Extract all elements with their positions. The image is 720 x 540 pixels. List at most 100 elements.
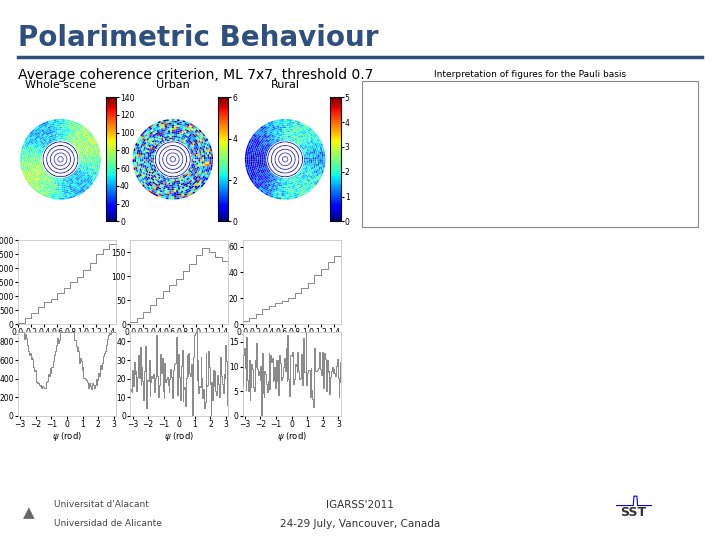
- Polygon shape: [191, 158, 193, 159]
- Polygon shape: [157, 140, 159, 143]
- Polygon shape: [90, 173, 92, 176]
- Polygon shape: [136, 157, 138, 159]
- Polygon shape: [58, 179, 60, 181]
- Polygon shape: [184, 193, 187, 196]
- Polygon shape: [190, 174, 192, 177]
- Polygon shape: [52, 150, 54, 151]
- Polygon shape: [42, 161, 45, 163]
- Polygon shape: [316, 168, 318, 171]
- Polygon shape: [191, 167, 193, 170]
- Polygon shape: [271, 151, 273, 152]
- Polygon shape: [136, 146, 138, 149]
- Polygon shape: [279, 169, 281, 171]
- Polygon shape: [148, 164, 150, 166]
- Polygon shape: [153, 174, 156, 177]
- Polygon shape: [71, 154, 73, 156]
- Polygon shape: [189, 156, 191, 157]
- Polygon shape: [150, 191, 153, 194]
- Polygon shape: [69, 157, 71, 158]
- Polygon shape: [296, 137, 298, 139]
- Polygon shape: [292, 150, 294, 152]
- Polygon shape: [93, 152, 95, 154]
- Polygon shape: [87, 142, 89, 145]
- Polygon shape: [44, 157, 46, 158]
- Polygon shape: [140, 137, 143, 140]
- Polygon shape: [209, 170, 212, 173]
- Polygon shape: [318, 164, 320, 166]
- Polygon shape: [36, 142, 38, 145]
- Polygon shape: [308, 163, 310, 165]
- Polygon shape: [205, 178, 208, 180]
- Polygon shape: [136, 170, 138, 172]
- Polygon shape: [292, 178, 293, 180]
- Polygon shape: [59, 159, 60, 160]
- Polygon shape: [45, 189, 48, 192]
- Polygon shape: [294, 155, 295, 156]
- Polygon shape: [34, 178, 37, 180]
- Polygon shape: [53, 129, 55, 131]
- Polygon shape: [89, 175, 91, 178]
- Polygon shape: [32, 171, 35, 174]
- Polygon shape: [53, 172, 55, 174]
- Polygon shape: [264, 185, 266, 188]
- Polygon shape: [155, 171, 157, 173]
- Polygon shape: [264, 148, 266, 150]
- Polygon shape: [71, 146, 73, 148]
- Polygon shape: [193, 132, 196, 134]
- Polygon shape: [160, 180, 162, 182]
- Polygon shape: [279, 169, 280, 171]
- Polygon shape: [272, 152, 274, 154]
- Polygon shape: [286, 156, 287, 158]
- Polygon shape: [297, 151, 300, 152]
- Polygon shape: [50, 149, 51, 151]
- Polygon shape: [144, 165, 146, 167]
- Polygon shape: [28, 150, 30, 153]
- Polygon shape: [56, 153, 58, 155]
- Polygon shape: [278, 188, 280, 190]
- Polygon shape: [177, 173, 179, 175]
- Polygon shape: [194, 190, 197, 193]
- Polygon shape: [78, 135, 81, 138]
- Polygon shape: [171, 188, 174, 190]
- Polygon shape: [34, 141, 37, 144]
- Polygon shape: [175, 166, 176, 168]
- Polygon shape: [304, 190, 307, 193]
- Polygon shape: [166, 161, 168, 162]
- Polygon shape: [53, 177, 55, 178]
- Polygon shape: [161, 163, 163, 164]
- Polygon shape: [61, 181, 63, 183]
- Polygon shape: [293, 173, 295, 175]
- Polygon shape: [208, 167, 210, 170]
- Polygon shape: [61, 141, 63, 143]
- Polygon shape: [34, 166, 36, 168]
- Polygon shape: [171, 159, 173, 160]
- Polygon shape: [86, 145, 89, 147]
- Polygon shape: [34, 146, 36, 148]
- Polygon shape: [168, 177, 170, 179]
- Polygon shape: [60, 138, 61, 139]
- Polygon shape: [279, 192, 282, 194]
- Polygon shape: [136, 175, 139, 178]
- Polygon shape: [67, 197, 71, 199]
- Polygon shape: [292, 170, 294, 171]
- Polygon shape: [289, 155, 291, 156]
- Polygon shape: [63, 136, 65, 138]
- Polygon shape: [46, 166, 48, 168]
- Polygon shape: [269, 146, 271, 148]
- Polygon shape: [264, 155, 266, 157]
- Polygon shape: [51, 145, 53, 147]
- Polygon shape: [32, 153, 34, 156]
- Polygon shape: [84, 163, 86, 165]
- Polygon shape: [303, 171, 305, 173]
- Polygon shape: [79, 152, 81, 154]
- Polygon shape: [181, 156, 183, 157]
- Polygon shape: [49, 142, 51, 144]
- Polygon shape: [310, 156, 312, 158]
- Polygon shape: [36, 174, 38, 177]
- Polygon shape: [74, 164, 76, 166]
- Polygon shape: [35, 161, 37, 163]
- Polygon shape: [50, 141, 53, 144]
- Polygon shape: [59, 158, 60, 159]
- Polygon shape: [306, 147, 308, 150]
- Polygon shape: [60, 148, 61, 150]
